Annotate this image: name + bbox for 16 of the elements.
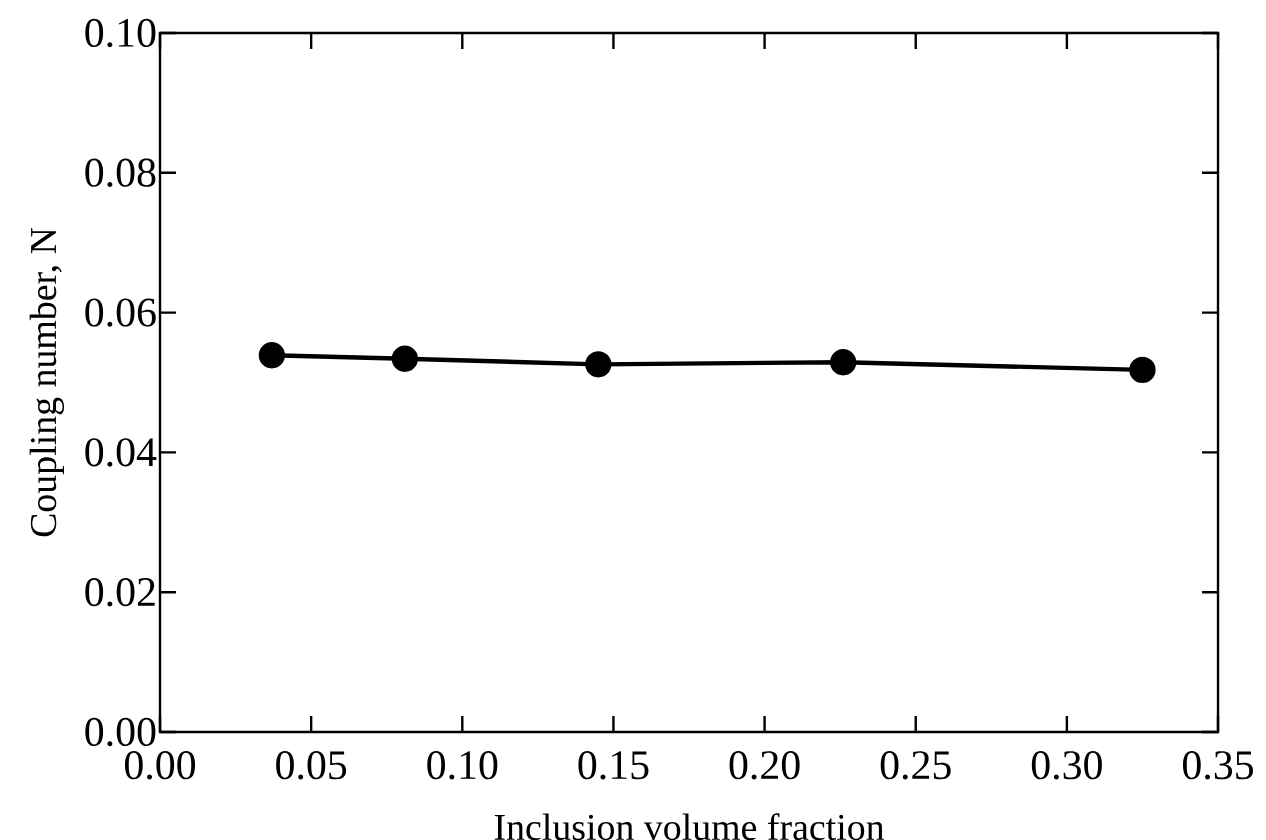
y-tick-label: 0.06 — [85, 298, 156, 327]
y-tick-label: 0.08 — [85, 158, 156, 187]
x-tick-label: 0.15 — [578, 751, 649, 780]
text: 0.10 — [85, 18, 156, 48]
x-tick-label: 0.35 — [1183, 751, 1253, 780]
text: 0.30 — [1031, 751, 1102, 780]
x-tick-label: 0.25 — [880, 751, 951, 780]
text: 0.10 — [427, 751, 498, 780]
y-tick-label: 0.04 — [85, 438, 157, 467]
text: 0.20 — [729, 751, 800, 780]
x-tick-label: 0.05 — [276, 751, 347, 780]
text: 0.00 — [85, 717, 156, 747]
x-axis-title: Inclusion volume fraction — [494, 813, 885, 840]
y-axis-title: Coupling number, N — [29, 227, 65, 537]
text: 0.00 — [124, 751, 196, 780]
y-tick-label: 0.02 — [85, 578, 155, 607]
